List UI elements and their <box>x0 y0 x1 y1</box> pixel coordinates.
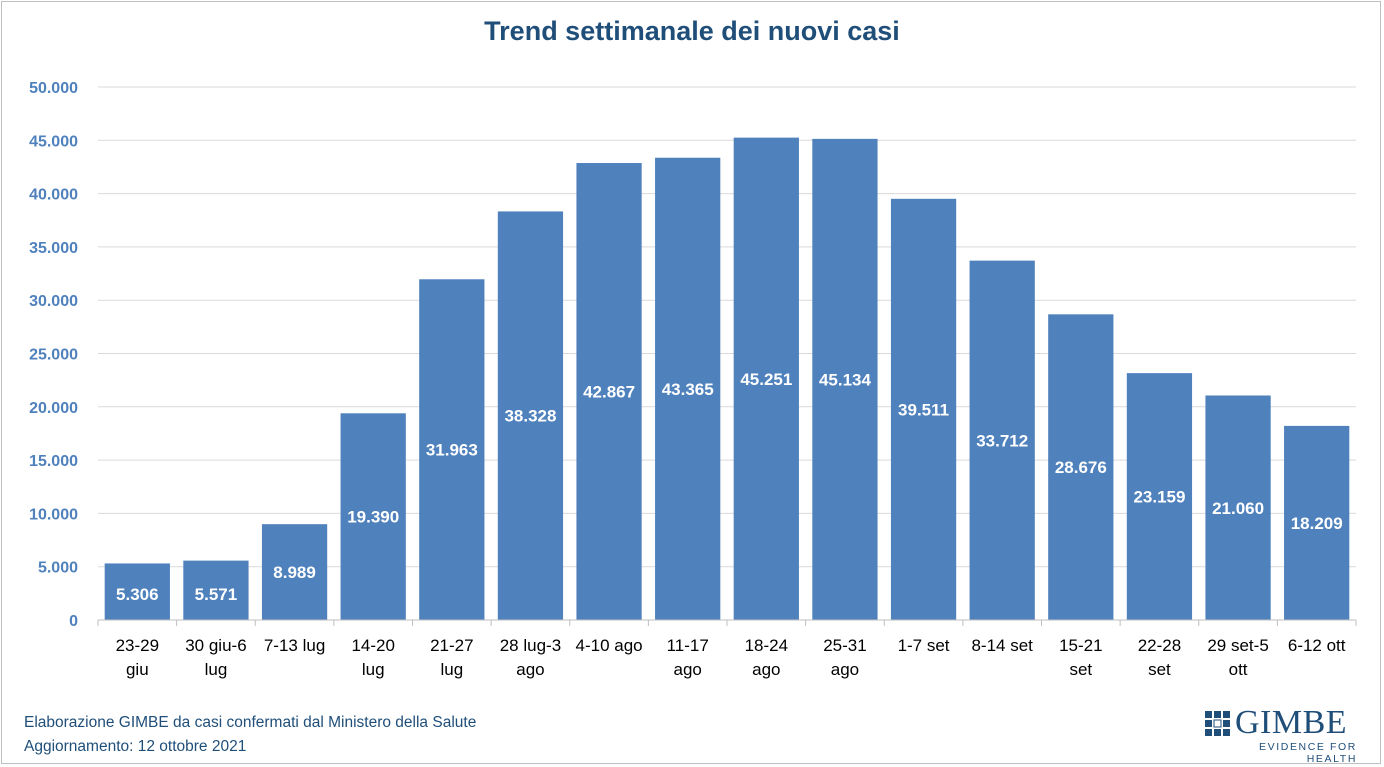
chart-title: Trend settimanale dei nuovi casi <box>484 16 900 46</box>
y-tick-label: 5.000 <box>38 560 78 577</box>
y-tick-label: 10.000 <box>29 506 78 523</box>
x-tick-label: 21-27 <box>430 636 473 655</box>
gimbe-logo: GIMBE EVIDENCE FOR HEALTH <box>1205 704 1357 765</box>
bar <box>1126 373 1193 620</box>
bar-value-label: 5.306 <box>116 585 159 604</box>
bar-value-label: 18.209 <box>1291 514 1343 533</box>
bar <box>890 198 957 620</box>
x-tick-label: set <box>1069 660 1092 679</box>
x-tick-label: 7-13 lug <box>264 636 325 655</box>
bar-value-label: 8.989 <box>273 563 316 582</box>
y-tick-label: 20.000 <box>29 400 78 417</box>
bar <box>655 157 721 620</box>
y-tick-label: 25.000 <box>29 347 78 364</box>
x-tick-label: ago <box>674 660 702 679</box>
bar-value-label: 42.867 <box>583 383 635 402</box>
footer: Elaborazione GIMBE da casi confermati da… <box>24 711 476 759</box>
x-tick-label: set <box>1148 660 1171 679</box>
x-tick-label: ago <box>831 660 859 679</box>
y-tick-label: 30.000 <box>29 293 78 310</box>
footer-update: Aggiornamento: 12 ottobre 2021 <box>24 738 247 755</box>
x-tick-label: 22-28 <box>1138 636 1181 655</box>
x-tick-label: 15-21 <box>1059 636 1102 655</box>
bar <box>419 279 485 620</box>
x-tick-label: 1-7 set <box>898 636 950 655</box>
bar-value-label: 21.060 <box>1212 499 1264 518</box>
bar <box>261 524 328 620</box>
x-tick-label: ago <box>516 660 544 679</box>
bar-value-label: 38.328 <box>504 407 556 426</box>
x-tick-label: 23-29 <box>116 636 159 655</box>
y-tick-label: 0 <box>69 613 78 630</box>
bar <box>1205 395 1271 620</box>
x-tick-label: ago <box>752 660 780 679</box>
x-tick-label: 11-17 <box>667 636 709 655</box>
y-tick-label: 50.000 <box>29 80 78 97</box>
x-tick-label: lug <box>205 660 228 679</box>
bar <box>969 260 1035 620</box>
bar <box>1048 314 1114 620</box>
bar-value-label: 33.712 <box>976 431 1028 450</box>
logo-grid-icon <box>1205 711 1230 736</box>
bar <box>812 138 878 620</box>
x-tick-label: 14-20 <box>351 636 394 655</box>
logo-wordmark: GIMBE <box>1235 704 1348 741</box>
x-tick-label: 4-10 ago <box>576 636 643 655</box>
x-tick-label: 18-24 <box>745 636 788 655</box>
bar-value-label: 45.251 <box>740 370 792 389</box>
bar <box>733 137 799 621</box>
bar-value-label: 5.571 <box>195 585 238 604</box>
bar-value-label: 31.963 <box>426 441 478 460</box>
x-tick-label: 25-31 <box>823 636 866 655</box>
x-tick-label: ott <box>1229 660 1248 679</box>
x-tick-label: 28 lug-3 <box>500 636 561 655</box>
bar <box>104 563 170 620</box>
bar-value-label: 39.511 <box>898 400 949 419</box>
x-tick-label: 29 set-5 <box>1207 636 1268 655</box>
bar <box>497 211 564 620</box>
bar-value-label: 19.390 <box>347 508 399 527</box>
bar <box>340 413 406 620</box>
y-tick-label: 15.000 <box>29 453 78 470</box>
y-tick-label: 45.000 <box>29 133 78 150</box>
bar-chart: 0 5.000 10.000 15.000 20.000 25.000 30.000 35.0… <box>29 80 1357 679</box>
x-tick-label: 6-12 ott <box>1288 636 1346 655</box>
y-tick-label: 35.000 <box>29 240 78 257</box>
x-tick-label: giu <box>126 660 149 679</box>
bar-value-label: 23.159 <box>1133 488 1185 507</box>
logo-tagline: EVIDENCE FOR HEALTH <box>1259 741 1357 765</box>
bar-value-label: 28.676 <box>1055 458 1107 477</box>
x-tick-label: 8-14 set <box>971 636 1033 655</box>
bar <box>1284 425 1350 620</box>
x-tick-label: 30 giu-6 <box>185 636 246 655</box>
bar <box>576 163 642 620</box>
bar <box>183 560 249 620</box>
x-tick-label: lug <box>362 660 385 679</box>
bar-value-label: 43.365 <box>662 380 714 399</box>
y-tick-label: 40.000 <box>29 187 78 204</box>
x-tick-label: lug <box>440 660 463 679</box>
footer-source: Elaborazione GIMBE da casi confermati da… <box>24 714 477 731</box>
bar-value-label: 45.134 <box>819 370 872 389</box>
